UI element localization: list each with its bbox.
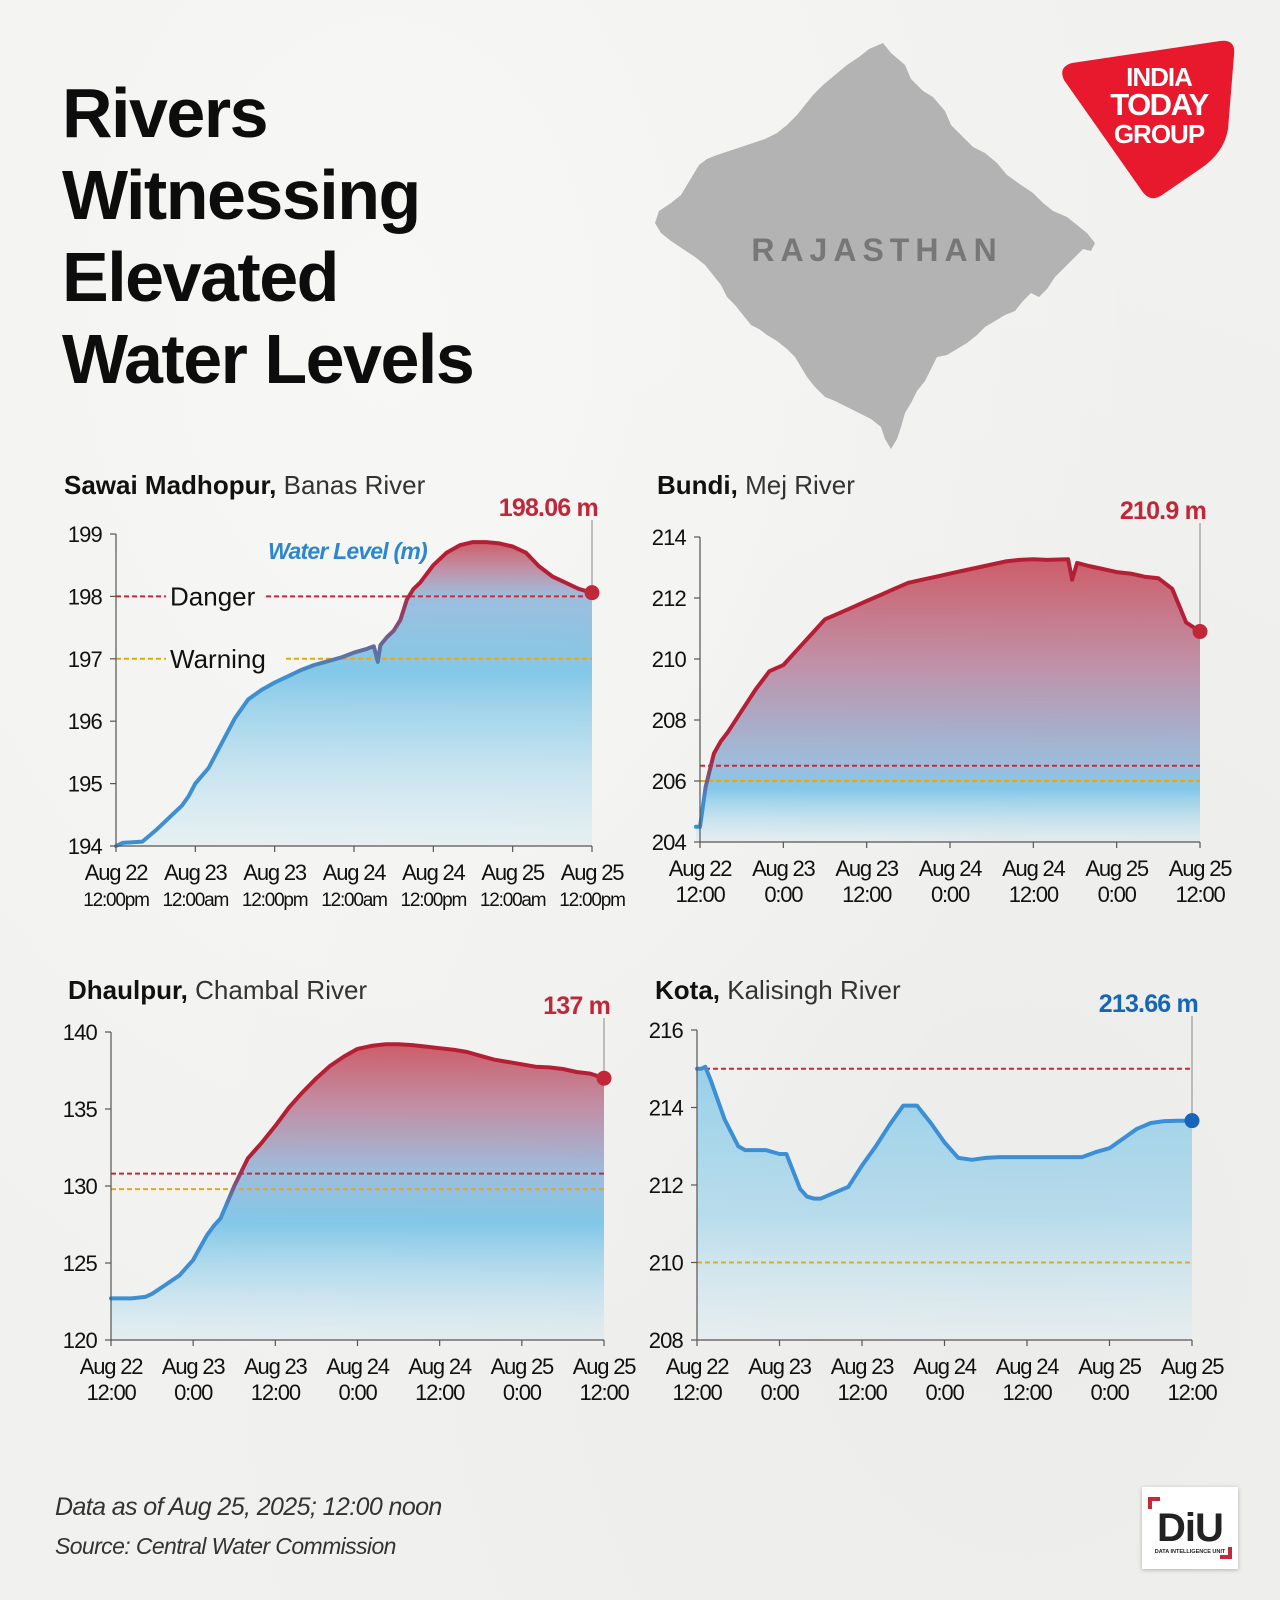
diu-letters: DiU bbox=[1157, 1506, 1223, 1550]
chart-title-bundi: Bundi, Mej River bbox=[657, 470, 855, 500]
logo-line: GROUP bbox=[1114, 119, 1205, 149]
title-line: Rivers bbox=[62, 74, 269, 152]
chart-river: Mej River bbox=[745, 470, 855, 500]
footer-note: Data as of Aug 25, 2025; 12:00 noon bbox=[55, 1493, 442, 1521]
map-label: RAJASTHAN bbox=[751, 232, 1002, 268]
chart-place: Bundi bbox=[657, 470, 731, 500]
diu-logo: DiU DATA INTELLIGENCE UNIT bbox=[1142, 1487, 1238, 1569]
chart-place: Dhaulpur bbox=[68, 975, 181, 1005]
title-line: Water Levels bbox=[62, 320, 475, 398]
chart-place: Sawai Madhopur bbox=[64, 470, 270, 500]
chart-place: Kota bbox=[655, 975, 713, 1005]
rajasthan-map: RAJASTHAN bbox=[655, 43, 1095, 449]
chart-title-dhaulpur: Dhaulpur, Chambal River bbox=[68, 975, 368, 1005]
chart-river: Chambal River bbox=[195, 975, 368, 1005]
india-today-group-logo: INDIA TODAY GROUP bbox=[1062, 40, 1235, 199]
main-title: Rivers Witnessing Elevated Water Levels bbox=[62, 72, 475, 400]
chart-river: Banas River bbox=[283, 470, 426, 500]
chart-title-kota: Kota, Kalisingh River bbox=[655, 975, 901, 1005]
logo-line: TODAY bbox=[1110, 87, 1209, 122]
title-line: Witnessing bbox=[62, 156, 421, 234]
logo-shape bbox=[1062, 40, 1235, 199]
logo-line: INDIA bbox=[1126, 62, 1193, 92]
title-line: Elevated bbox=[62, 238, 339, 316]
rajasthan-map-shape bbox=[655, 43, 1095, 449]
footer-source: Source: Central Water Commission bbox=[55, 1533, 396, 1559]
chart-river: Kalisingh River bbox=[727, 975, 901, 1005]
diu-caption: DATA INTELLIGENCE UNIT bbox=[1155, 1549, 1226, 1555]
chart-title-sawai: Sawai Madhopur, Banas River bbox=[64, 470, 426, 500]
